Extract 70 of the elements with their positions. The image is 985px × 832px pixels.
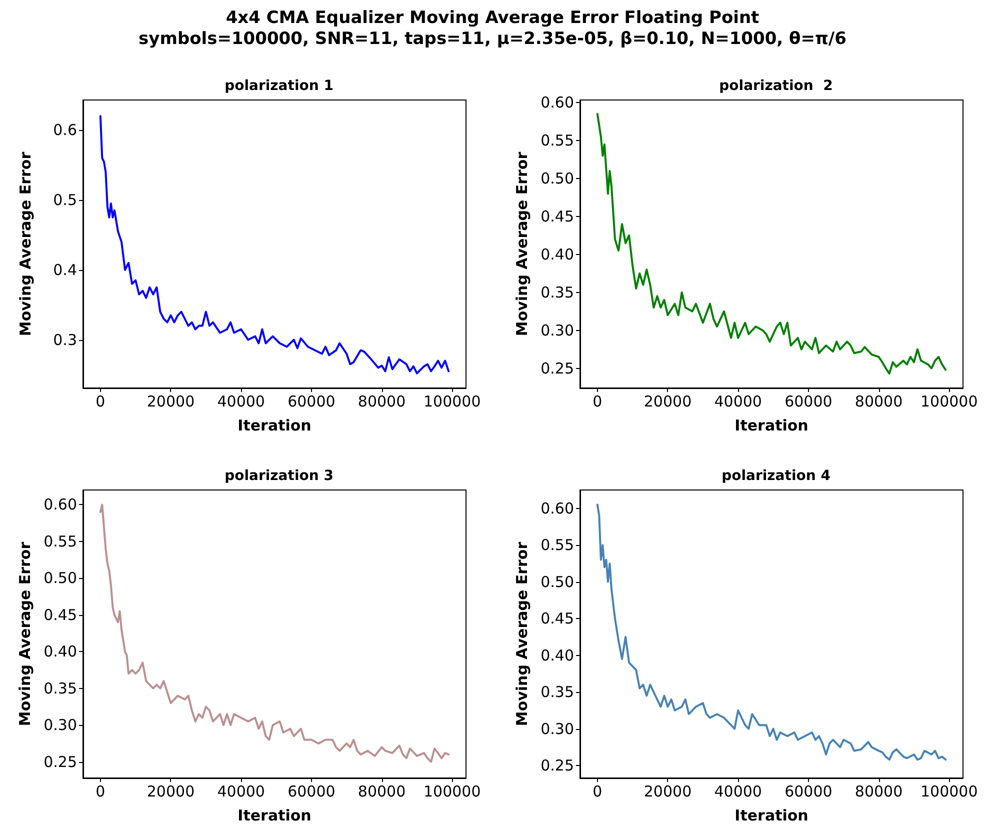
y-axis-title: Moving Average Error <box>513 541 532 726</box>
x-tick-label: 60000 <box>784 782 832 800</box>
x-tick-label: 80000 <box>854 392 903 410</box>
x-tick-label: 40000 <box>714 392 762 410</box>
x-tick-label: 100000 <box>423 782 481 800</box>
x-tick-label: 20000 <box>146 782 195 800</box>
x-tick-label: 80000 <box>358 782 406 800</box>
line-series <box>99 504 450 763</box>
y-tick-label: 0.30 <box>540 720 574 738</box>
x-tick-label: 20000 <box>146 392 195 410</box>
y-tick-label: 0.6 <box>53 121 77 140</box>
chart-title: polarization 4 <box>722 468 831 484</box>
y-tick-label: 0.3 <box>53 330 77 349</box>
y-axis-title: Moving Average Error <box>16 541 34 726</box>
x-axis-title: Iteration <box>238 806 312 824</box>
x-tick-label: 40000 <box>217 392 265 410</box>
line-series <box>99 115 450 374</box>
x-tick-label: 20000 <box>644 782 692 800</box>
line-series <box>596 113 947 375</box>
chart-title: polarization 3 <box>224 468 334 484</box>
y-tick-label: 0.50 <box>540 572 574 591</box>
y-tick-label: 0.60 <box>540 499 574 518</box>
y-tick-label: 0.50 <box>44 569 77 588</box>
x-tick-label: 40000 <box>217 782 265 800</box>
y-tick-label: 0.40 <box>540 245 574 264</box>
y-tick-label: 0.40 <box>540 646 574 664</box>
chart-title: polarization 2 <box>719 78 833 94</box>
x-tick-label: 0 <box>592 782 602 800</box>
x-axis-title: Iteration <box>238 416 312 434</box>
line-series <box>596 504 947 761</box>
x-tick-label: 20000 <box>644 392 692 410</box>
y-tick-label: 0.40 <box>44 642 77 661</box>
y-axis-title: Moving Average Error <box>513 151 532 336</box>
x-tick-label: 60000 <box>288 392 336 410</box>
y-tick-label: 0.25 <box>540 359 574 378</box>
y-tick-label: 0.60 <box>540 94 574 112</box>
y-axis-title: Moving Average Error <box>16 151 34 336</box>
y-tick-label: 0.30 <box>540 321 574 340</box>
x-tick-label: 80000 <box>854 782 903 800</box>
x-tick-label: 0 <box>592 392 602 410</box>
x-axis-title: Iteration <box>734 416 808 434</box>
text: 4x4 CMA Equalizer Moving Average Error Floating Point <box>224 8 760 29</box>
x-tick-label: 40000 <box>714 782 762 800</box>
y-tick-label: 0.4 <box>53 260 77 279</box>
y-tick-label: 0.35 <box>540 283 574 302</box>
x-tick-label: 0 <box>96 782 106 800</box>
x-tick-label: 60000 <box>288 782 336 800</box>
y-tick-label: 0.55 <box>540 132 574 150</box>
x-axis-title: Iteration <box>734 806 808 824</box>
text: symbols=100000, SNR=11, taps=11, μ=2.35e-05, β=0.10, N=1000, θ=π/6 <box>138 29 848 50</box>
y-tick-label: 0.35 <box>44 679 77 698</box>
y-tick-label: 0.50 <box>540 170 574 188</box>
x-tick-label: 60000 <box>784 392 832 410</box>
x-tick-label: 100000 <box>920 782 978 800</box>
y-tick-label: 0.30 <box>44 716 77 734</box>
x-tick-label: 0 <box>96 392 106 410</box>
y-tick-label: 0.55 <box>540 536 574 554</box>
y-tick-label: 0.5 <box>53 190 77 209</box>
y-tick-label: 0.35 <box>540 683 574 702</box>
y-tick-label: 0.45 <box>44 606 77 624</box>
x-tick-label: 100000 <box>920 392 978 410</box>
x-tick-label: 80000 <box>358 392 406 410</box>
y-tick-label: 0.25 <box>44 752 77 771</box>
x-tick-label: 100000 <box>423 392 481 410</box>
chart-title: polarization 1 <box>224 78 334 94</box>
y-tick-label: 0.60 <box>44 496 77 514</box>
y-tick-label: 0.45 <box>540 610 574 628</box>
y-tick-label: 0.55 <box>44 532 77 550</box>
y-tick-label: 0.25 <box>540 756 574 775</box>
y-tick-label: 0.45 <box>540 207 574 226</box>
